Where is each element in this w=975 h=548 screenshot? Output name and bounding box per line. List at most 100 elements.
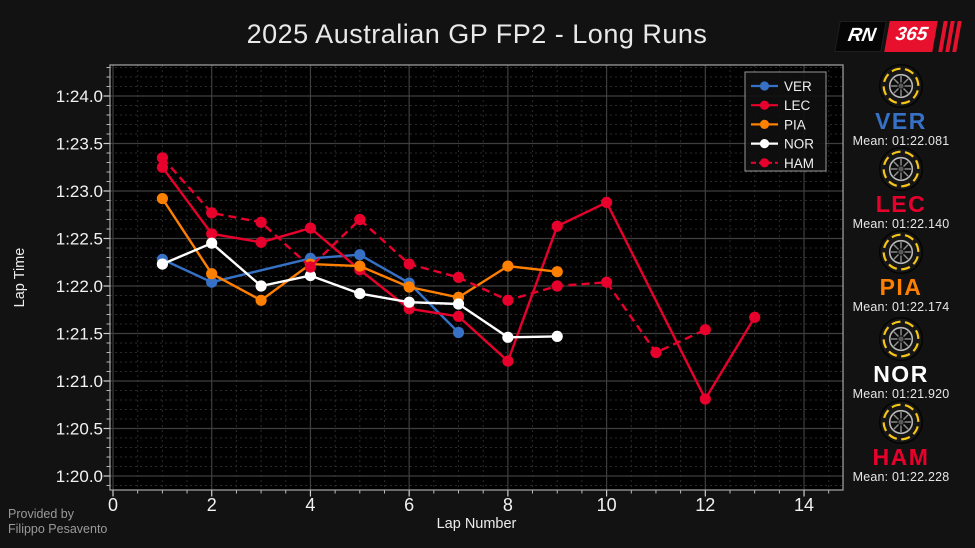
svg-text:1:21.5: 1:21.5 — [56, 325, 103, 344]
svg-text:12: 12 — [695, 495, 715, 515]
svg-text:1:22.0: 1:22.0 — [56, 277, 103, 296]
driver-code: PIA — [879, 274, 923, 300]
driver-mean: Mean: 01:22.228 — [852, 470, 950, 484]
legend-marker-PIA — [759, 119, 770, 129]
driver-card-lec: LEC Mean: 01:22.140 — [845, 146, 957, 232]
data-point-PIA — [255, 294, 267, 306]
svg-text:2: 2 — [207, 495, 217, 515]
svg-text:8: 8 — [503, 495, 513, 515]
plot-border — [109, 64, 844, 491]
driver-card-ver: VER Mean: 01:22.081 — [845, 63, 957, 149]
series-NOR — [156, 237, 563, 343]
svg-text:1:23.5: 1:23.5 — [56, 135, 103, 154]
data-point-LEC — [255, 236, 267, 248]
data-point-PIA — [502, 260, 514, 272]
data-point-HAM — [206, 207, 218, 219]
svg-text:10: 10 — [597, 495, 617, 515]
credit-line2: Filippo Pesavento — [8, 521, 108, 536]
data-point-PIA — [156, 193, 168, 205]
svg-text:4: 4 — [305, 495, 315, 515]
y-tick-labels: 1:24.0 1:23.5 1:23.0 1:22.5 1:22.0 1:21.5 1:21… — [56, 87, 103, 486]
credit-line1: Provided by — [8, 507, 75, 521]
data-point-LEC — [452, 310, 465, 322]
driver-mean: Mean: 01:22.140 — [852, 217, 950, 231]
data-point-PIA — [551, 266, 563, 278]
data-point-PIA — [354, 260, 366, 272]
data-point-NOR — [255, 280, 267, 292]
data-point-NOR — [304, 270, 316, 282]
data-point-HAM — [156, 152, 168, 164]
data-point-PIA — [206, 268, 218, 280]
data-point-NOR — [551, 330, 563, 342]
svg-text:0: 0 — [108, 495, 118, 515]
data-point-HAM — [650, 346, 662, 359]
data-point-HAM — [601, 276, 613, 288]
medium-tyre-icon — [878, 399, 924, 445]
data-point-LEC — [551, 220, 563, 232]
data-point-VER — [206, 276, 218, 288]
driver-code: NOR — [873, 361, 929, 387]
series-PIA — [156, 193, 563, 306]
data-point-LEC — [601, 196, 613, 208]
data-point-VER — [452, 326, 465, 339]
medium-tyre-icon — [878, 229, 924, 275]
data-point-NOR — [452, 298, 465, 310]
driver-mean: Mean: 01:22.174 — [852, 300, 950, 314]
driver-card-pia: PIA Mean: 01:22.174 — [845, 229, 957, 315]
svg-text:1:20.5: 1:20.5 — [56, 420, 103, 439]
x-axis-label: Lap Number — [437, 516, 517, 532]
svg-text:14: 14 — [794, 495, 814, 515]
data-point-PIA — [403, 281, 415, 293]
svg-text:6: 6 — [404, 495, 414, 515]
legend-label-PIA: PIA — [784, 117, 806, 132]
data-point-VER — [354, 249, 366, 261]
driver-mean: Mean: 01:22.081 — [852, 134, 950, 148]
data-point-NOR — [502, 331, 514, 343]
legend-marker-VER — [759, 81, 770, 91]
svg-text:1:22.5: 1:22.5 — [56, 230, 103, 249]
svg-text:1:21.0: 1:21.0 — [56, 372, 103, 391]
data-point-LEC — [206, 228, 218, 240]
legend-label-VER: VER — [784, 79, 812, 94]
legend-marker-LEC — [759, 100, 770, 110]
driver-mean: Mean: 01:21.920 — [852, 387, 950, 401]
data-point-NOR — [156, 258, 168, 270]
driver-card-ham: HAM Mean: 01:22.228 — [845, 399, 957, 485]
legend-label-LEC: LEC — [784, 98, 811, 113]
data-point-HAM — [502, 294, 514, 306]
data-point-HAM — [452, 271, 465, 283]
legend-marker-NOR — [759, 139, 770, 149]
svg-text:1:20.0: 1:20.0 — [56, 467, 103, 486]
data-point-NOR — [206, 237, 218, 249]
legend: VER LEC PIA NOR HAM — [744, 71, 827, 172]
data-point-LEC — [304, 222, 316, 234]
data-point-LEC — [699, 393, 711, 405]
medium-tyre-icon — [878, 63, 924, 109]
medium-tyre-icon — [878, 146, 924, 192]
svg-text:1:23.0: 1:23.0 — [56, 182, 103, 201]
data-point-NOR — [354, 288, 366, 300]
credit: Provided by Filippo Pesavento — [8, 507, 107, 536]
series-HAM — [156, 152, 711, 359]
medium-tyre-icon — [878, 316, 924, 362]
data-point-HAM — [354, 213, 366, 226]
data-point-HAM — [304, 261, 316, 273]
data-point-HAM — [551, 280, 563, 292]
data-point-LEC — [502, 355, 514, 367]
driver-code: HAM — [872, 444, 930, 470]
x-tick-labels: 0 2 4 6 8 10 12 14 — [108, 495, 814, 515]
driver-code: VER — [875, 108, 927, 134]
data-point-HAM — [699, 324, 711, 336]
driver-card-nor: NOR Mean: 01:21.920 — [845, 316, 957, 402]
legend-marker-HAM — [759, 158, 770, 168]
data-point-LEC — [156, 161, 168, 173]
data-point-HAM — [255, 216, 267, 228]
data-point-HAM — [403, 258, 415, 270]
legend-label-HAM: HAM — [784, 156, 814, 171]
y-axis-label: Lap Time — [12, 248, 28, 308]
driver-code: LEC — [875, 191, 927, 217]
legend-label-NOR: NOR — [784, 137, 814, 152]
data-point-LEC — [749, 311, 761, 323]
